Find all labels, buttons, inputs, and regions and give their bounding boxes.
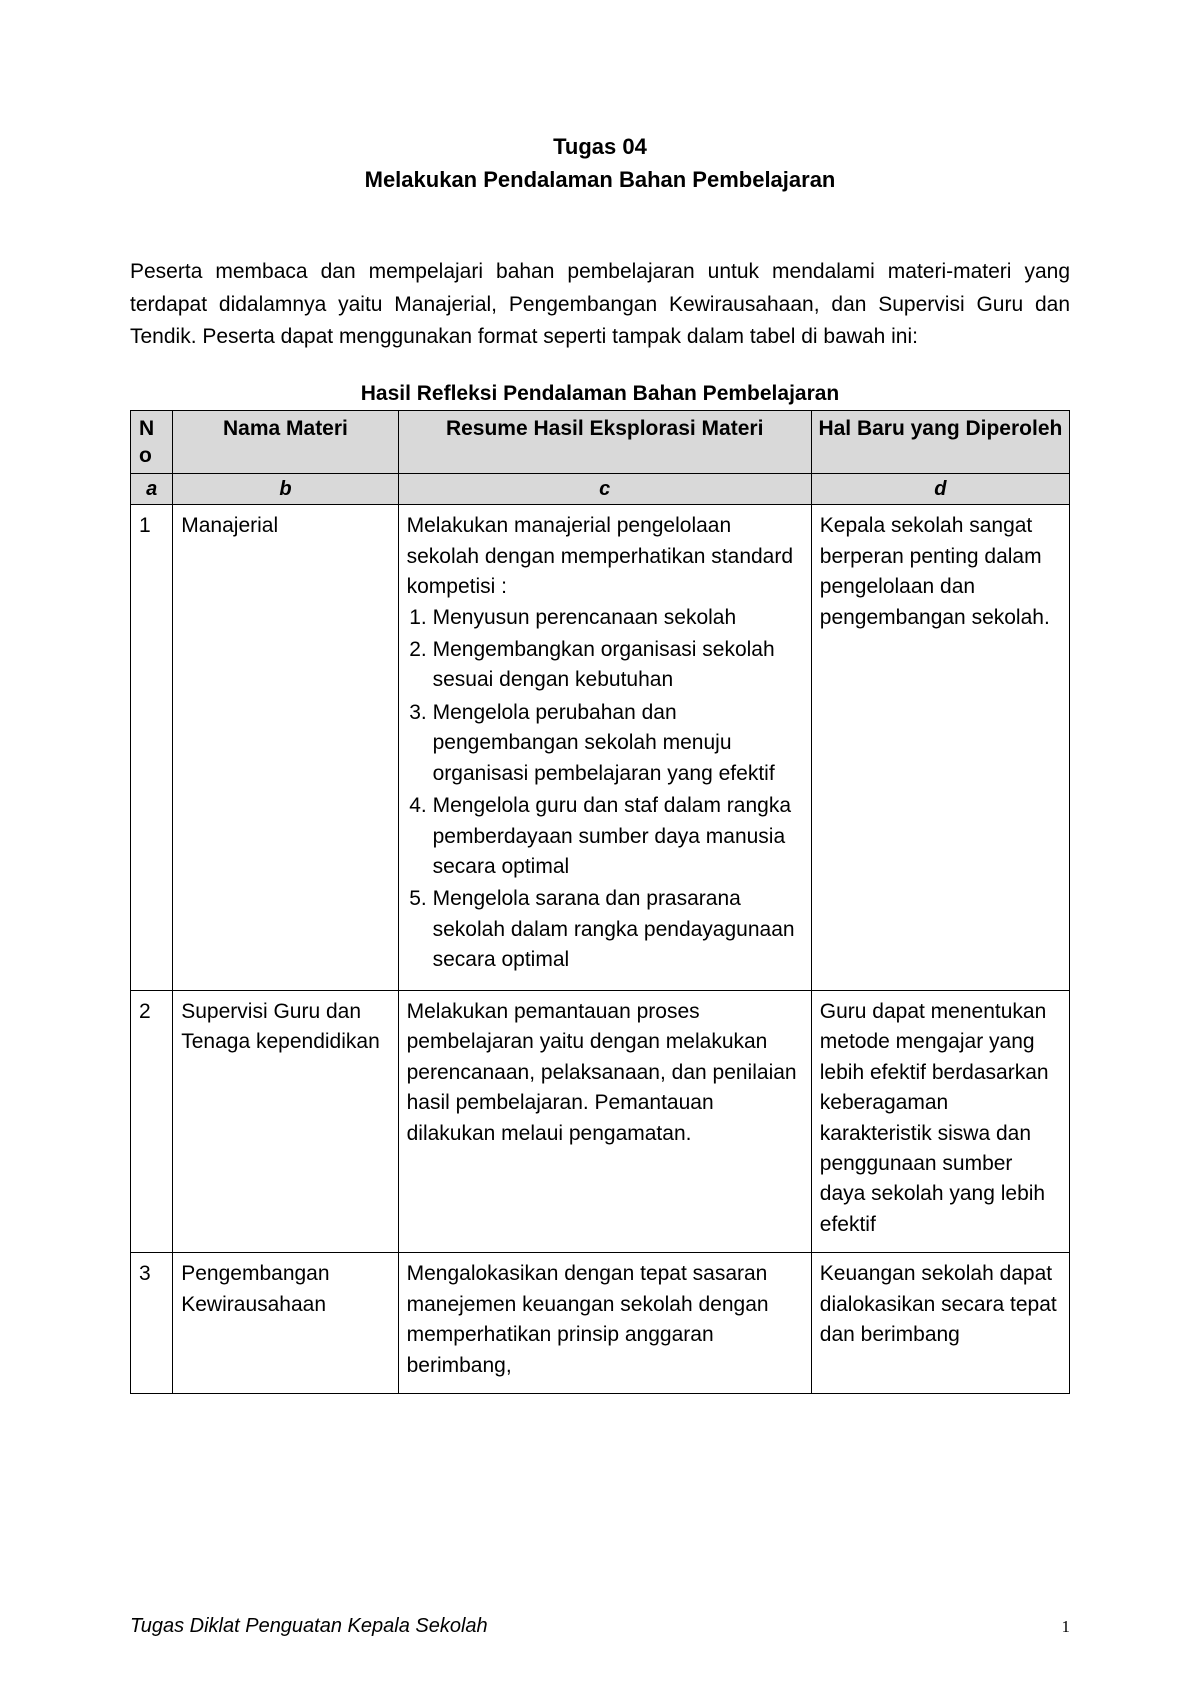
footer-text: Tugas Diklat Penguatan Kepala Sekolah (130, 1615, 488, 1638)
table-row: 2 Supervisi Guru dan Tenaga kependidikan… (131, 990, 1070, 1253)
cell-resume: Melakukan manajerial pengelolaan sekolah… (398, 505, 811, 991)
subheader-a: a (131, 474, 173, 505)
title-line-1: Tugas 04 (130, 130, 1070, 163)
footer-page-number: 1 (1062, 1617, 1071, 1637)
header-no: N o (131, 410, 173, 474)
table-row: 1 Manajerial Melakukan manajerial pengel… (131, 505, 1070, 991)
title-line-2: Melakukan Pendalaman Bahan Pembelajaran (130, 163, 1070, 196)
list-item: Mengembangkan organisasi sekolah sesuai … (433, 635, 803, 696)
cell-no: 3 (131, 1253, 173, 1394)
reflection-table: N o Nama Materi Resume Hasil Eksplorasi … (130, 410, 1070, 1394)
cell-hal: Kepala sekolah sangat berperan penting d… (811, 505, 1069, 991)
cell-no: 1 (131, 505, 173, 991)
table-header-row: N o Nama Materi Resume Hasil Eksplorasi … (131, 410, 1070, 474)
header-nama: Nama Materi (173, 410, 398, 474)
page-footer: Tugas Diklat Penguatan Kepala Sekolah 1 (130, 1615, 1070, 1638)
list-item: Menyusun perencanaan sekolah (433, 603, 803, 633)
subheader-d: d (811, 474, 1069, 505)
resume-list: Menyusun perencanaan sekolah Mengembangk… (407, 603, 803, 976)
cell-nama: Manajerial (173, 505, 398, 991)
cell-nama: Supervisi Guru dan Tenaga kependidikan (173, 990, 398, 1253)
intro-paragraph: Peserta membaca dan mempelajari bahan pe… (130, 256, 1070, 354)
cell-nama: Pengembangan Kewirausahaan (173, 1253, 398, 1394)
list-item: Mengelola perubahan dan pengembangan sek… (433, 698, 803, 789)
table-row: 3 Pengembangan Kewirausahaan Mengalokasi… (131, 1253, 1070, 1394)
cell-hal: Guru dapat menentukan metode mengajar ya… (811, 990, 1069, 1253)
document-title: Tugas 04 Melakukan Pendalaman Bahan Pemb… (130, 130, 1070, 196)
subheader-b: b (173, 474, 398, 505)
table-title: Hasil Refleksi Pendalaman Bahan Pembelaj… (130, 382, 1070, 406)
cell-hal: Keuangan sekolah dapat dialokasikan seca… (811, 1253, 1069, 1394)
header-hal: Hal Baru yang Diperoleh (811, 410, 1069, 474)
table-subheader-row: a b c d (131, 474, 1070, 505)
subheader-c: c (398, 474, 811, 505)
list-item: Mengelola sarana dan prasarana sekolah d… (433, 884, 803, 975)
list-item: Mengelola guru dan staf dalam rangka pem… (433, 791, 803, 882)
header-resume: Resume Hasil Eksplorasi Materi (398, 410, 811, 474)
cell-no: 2 (131, 990, 173, 1253)
cell-resume: Mengalokasikan dengan tepat sasaran mane… (398, 1253, 811, 1394)
cell-resume: Melakukan pemantauan proses pembelajaran… (398, 990, 811, 1253)
resume-intro: Melakukan manajerial pengelolaan sekolah… (407, 511, 803, 602)
